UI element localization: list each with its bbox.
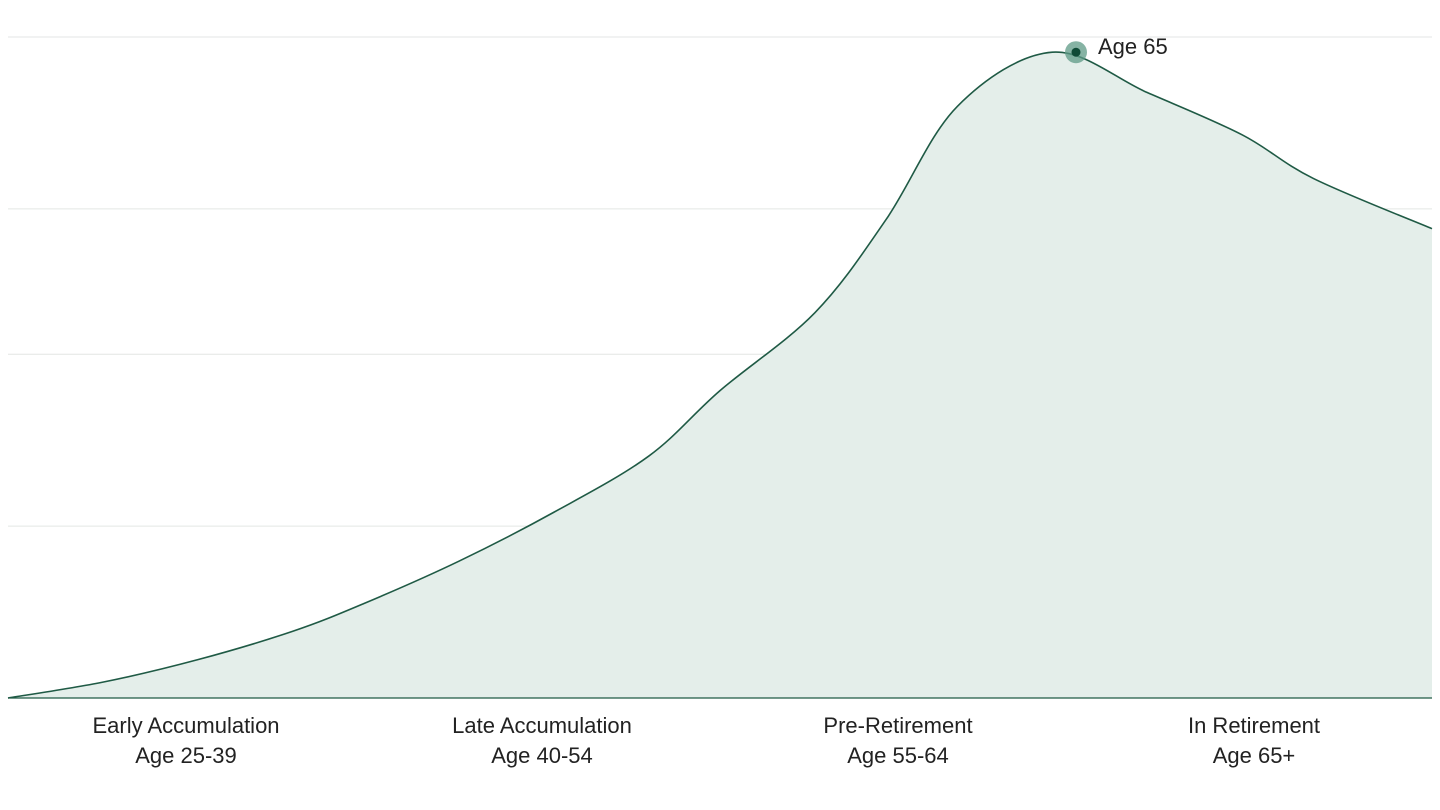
- x-tick-label-phase-1: Late Accumulation: [452, 713, 632, 738]
- series-line: [7, 51, 1433, 699]
- x-tick-label-age-2: Age 55-64: [847, 743, 949, 768]
- peak-marker: [1071, 47, 1081, 57]
- area-fill: [8, 52, 1432, 698]
- mark-layer: Age 65: [1065, 34, 1168, 64]
- x-tick-label-phase-2: Pre-Retirement: [823, 713, 972, 738]
- area-layer: [7, 51, 1433, 699]
- peak-annotation-label: Age 65: [1098, 34, 1168, 59]
- x-tick-label-age-1: Age 40-54: [491, 743, 593, 768]
- x-tick-label-phase-3: In Retirement: [1188, 713, 1320, 738]
- x-axis-labels: Early Accumulation Age 25-39 Late Accumula…: [92, 713, 1320, 768]
- x-tick-label-age-0: Age 25-39: [135, 743, 237, 768]
- x-tick-label-age-3: Age 65+: [1213, 743, 1296, 768]
- x-tick-label-phase-0: Early Accumulation: [92, 713, 279, 738]
